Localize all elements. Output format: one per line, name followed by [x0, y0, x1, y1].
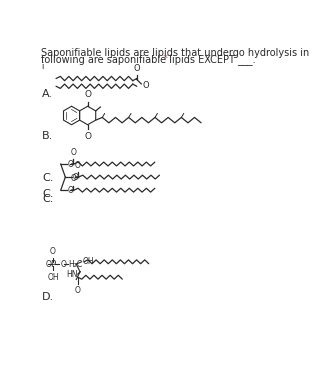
Text: H₂C: H₂C [68, 259, 83, 269]
Text: O: O [72, 172, 78, 182]
Text: C.: C. [42, 173, 53, 183]
Text: P: P [50, 259, 56, 269]
Text: O: O [75, 286, 81, 295]
Text: O: O [75, 161, 81, 170]
Text: O: O [61, 259, 66, 269]
Text: D.: D. [42, 292, 54, 302]
Text: Saponifiable lipids are lipids that undergo hydrolysis in basic solution. The: Saponifiable lipids are lipids that unde… [41, 48, 312, 58]
Text: HN: HN [66, 270, 78, 279]
Text: O: O [143, 81, 149, 90]
Text: O: O [133, 64, 140, 73]
Text: O: O [45, 259, 51, 269]
Text: OH: OH [47, 273, 59, 281]
Text: O: O [68, 159, 74, 169]
Text: O: O [84, 90, 91, 99]
Text: O: O [70, 174, 76, 183]
Text: C.: C. [42, 194, 53, 204]
Text: O: O [70, 148, 76, 157]
Text: i: i [41, 62, 44, 70]
Text: A.: A. [42, 89, 53, 99]
Text: following are saponifiable lipids EXCEPT ___.: following are saponifiable lipids EXCEPT… [41, 54, 256, 65]
Text: O: O [68, 186, 74, 195]
Text: O: O [84, 132, 91, 141]
Text: *: * [160, 54, 168, 64]
Text: B.: B. [42, 131, 53, 141]
Text: O: O [50, 247, 56, 256]
Text: OH: OH [82, 256, 94, 266]
Text: C.: C. [42, 189, 53, 199]
